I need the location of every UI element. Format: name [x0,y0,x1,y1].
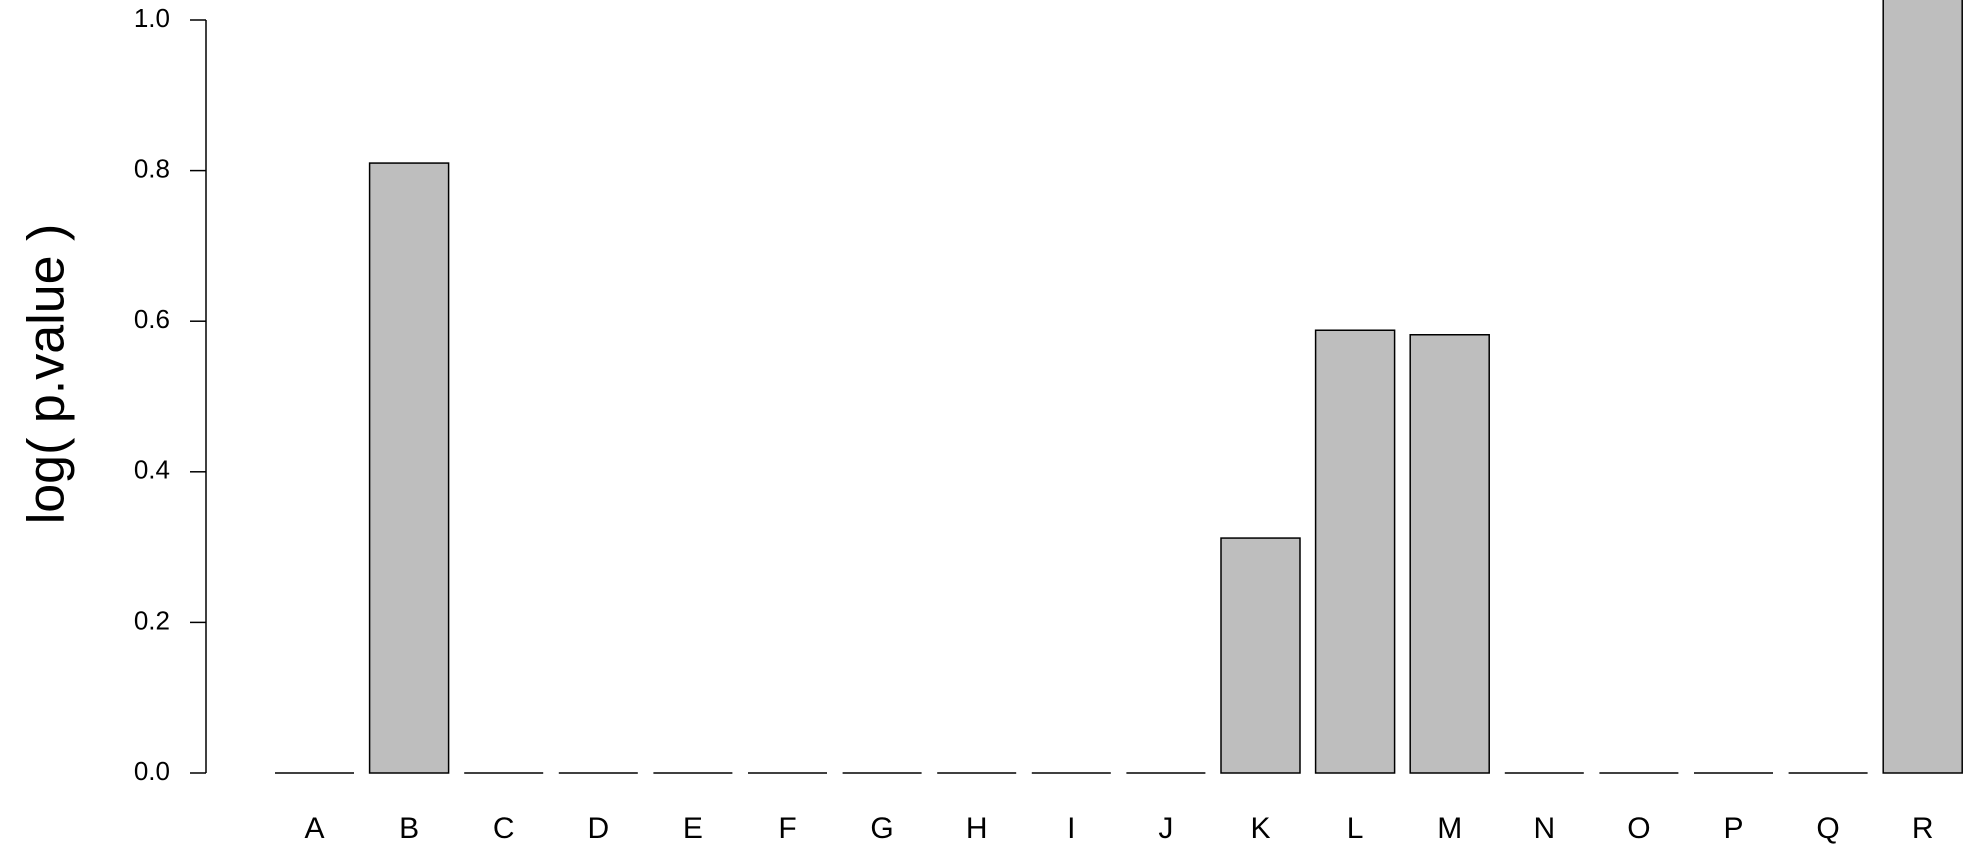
y-tick-label: 0.6 [134,304,170,334]
bar-L [1314,329,1396,774]
x-category-label: G [870,812,893,845]
x-category-label: I [1067,812,1075,845]
bar-B [368,162,450,774]
y-tick-label: 1.0 [134,3,170,33]
x-category-label: F [778,812,796,845]
x-axis-labels: A B C D E F G H I J K L M N O P Q R [304,812,1933,845]
x-category-label: E [683,812,703,845]
x-category-label: O [1627,812,1650,845]
bars [275,0,1963,774]
y-tick-label: 0.2 [134,605,170,635]
x-category-label: C [493,812,515,845]
x-category-label: J [1158,812,1173,845]
x-category-label: M [1437,812,1462,845]
y-tick-label: 0.0 [134,756,170,786]
bar-M [1409,334,1490,774]
x-category-label: R [1912,812,1934,845]
x-category-label: Q [1816,812,1839,845]
bar-R [1882,0,1963,774]
x-category-label: K [1250,812,1270,845]
x-category-label: H [966,812,988,845]
y-axis: 0.0 0.2 0.4 0.6 0.8 1.0 [134,3,207,786]
y-tick-label: 0.8 [134,153,170,183]
bar-K [1220,537,1301,774]
x-category-label: P [1723,812,1743,845]
x-category-label: D [587,812,609,845]
x-category-label: A [304,812,324,845]
y-tick-label: 0.4 [134,455,170,485]
y-axis-label: log( p.value ) [18,224,76,525]
x-category-label: B [399,812,419,845]
x-category-label: N [1533,812,1555,845]
x-category-label: L [1347,812,1364,845]
